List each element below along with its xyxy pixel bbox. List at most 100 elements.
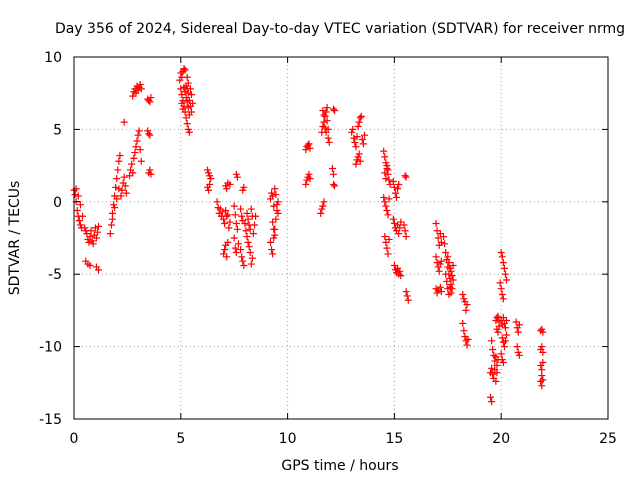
data-point [394,185,402,193]
data-point [459,290,467,298]
data-point [319,107,327,115]
data-point [395,180,403,188]
data-point [459,319,467,327]
data-point [243,209,251,217]
data-point [445,259,453,267]
data-point [437,288,445,296]
data-point [177,85,185,93]
data-point [381,198,389,206]
data-point [359,140,367,148]
data-point [384,211,392,219]
data-point [183,73,191,81]
y-tick-label: 10 [44,50,62,66]
data-point [514,328,522,336]
tick-labels: 0 5 10 15 20 25 -15 -10 -5 0 5 10 [39,50,617,447]
data-point [389,215,397,223]
data-point [442,248,450,256]
data-point [117,192,125,200]
y-tick-label: -10 [39,340,62,356]
data-point [129,169,137,177]
data-point [89,240,97,248]
data-point [252,212,260,220]
x-axis-label: GPS time / hours [281,458,398,474]
data-point [539,376,547,384]
data-point [234,240,242,248]
data-point [271,231,279,239]
data-points [70,65,547,406]
data-point [494,328,502,336]
x-tick-label: 25 [599,431,617,447]
data-point [319,202,327,210]
data-point [449,276,457,284]
data-point [449,262,457,270]
data-point [501,337,509,345]
data-point [268,246,276,254]
data-point [178,99,186,107]
data-point [269,250,277,258]
data-point [493,369,501,377]
data-point [442,270,450,278]
data-point [247,205,255,213]
data-point [434,234,442,242]
data-point [79,212,87,220]
data-point [435,267,443,275]
data-point [323,104,331,112]
data-point [136,81,144,89]
data-point [232,248,240,256]
data-point [93,228,101,236]
y-axis-label: SDTVAR / TECUs [7,181,23,296]
data-point [497,350,505,358]
y-tick-label: 5 [53,122,62,138]
data-point [146,131,154,139]
data-point [225,224,233,232]
data-point [360,131,368,139]
data-point [184,79,192,87]
data-point [146,98,154,106]
data-point [436,283,444,291]
data-point [271,185,279,193]
data-point [354,123,362,131]
data-point [233,173,241,181]
x-tick-label: 5 [176,431,185,447]
data-point [331,107,339,115]
data-point [355,150,363,158]
data-point [383,162,391,170]
data-point [186,85,194,93]
data-point [122,189,130,197]
data-point [395,230,403,238]
data-point [226,180,234,188]
data-point [441,240,449,248]
data-point [146,166,154,174]
data-point [325,138,333,146]
data-point [111,204,119,212]
data-point [463,341,471,349]
data-point [231,244,239,252]
x-tick-label: 10 [279,431,297,447]
data-point [495,322,503,330]
data-point [380,147,388,155]
data-point [244,238,252,246]
data-point [385,235,393,243]
data-point [232,220,240,228]
data-point [501,270,509,278]
data-point [221,246,229,254]
data-point [147,170,155,178]
data-point [330,180,338,188]
data-point [402,288,410,296]
data-point [391,189,399,197]
data-point [493,314,501,322]
data-point [86,262,94,270]
data-point [231,211,239,219]
data-point [106,230,114,238]
data-point [230,234,238,242]
data-point [179,105,187,113]
data-point [350,134,358,142]
data-point [145,130,153,138]
data-point [515,321,523,329]
data-point [130,154,138,162]
data-point [239,257,247,265]
data-point [498,290,506,298]
data-point [75,217,83,225]
data-point [135,127,143,135]
data-point [242,227,250,235]
